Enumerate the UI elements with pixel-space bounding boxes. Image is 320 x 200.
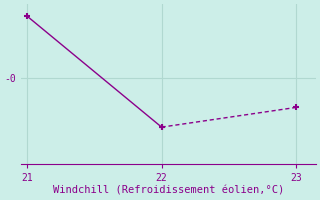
X-axis label: Windchill (Refroidissement éolien,°C): Windchill (Refroidissement éolien,°C) <box>53 186 284 196</box>
